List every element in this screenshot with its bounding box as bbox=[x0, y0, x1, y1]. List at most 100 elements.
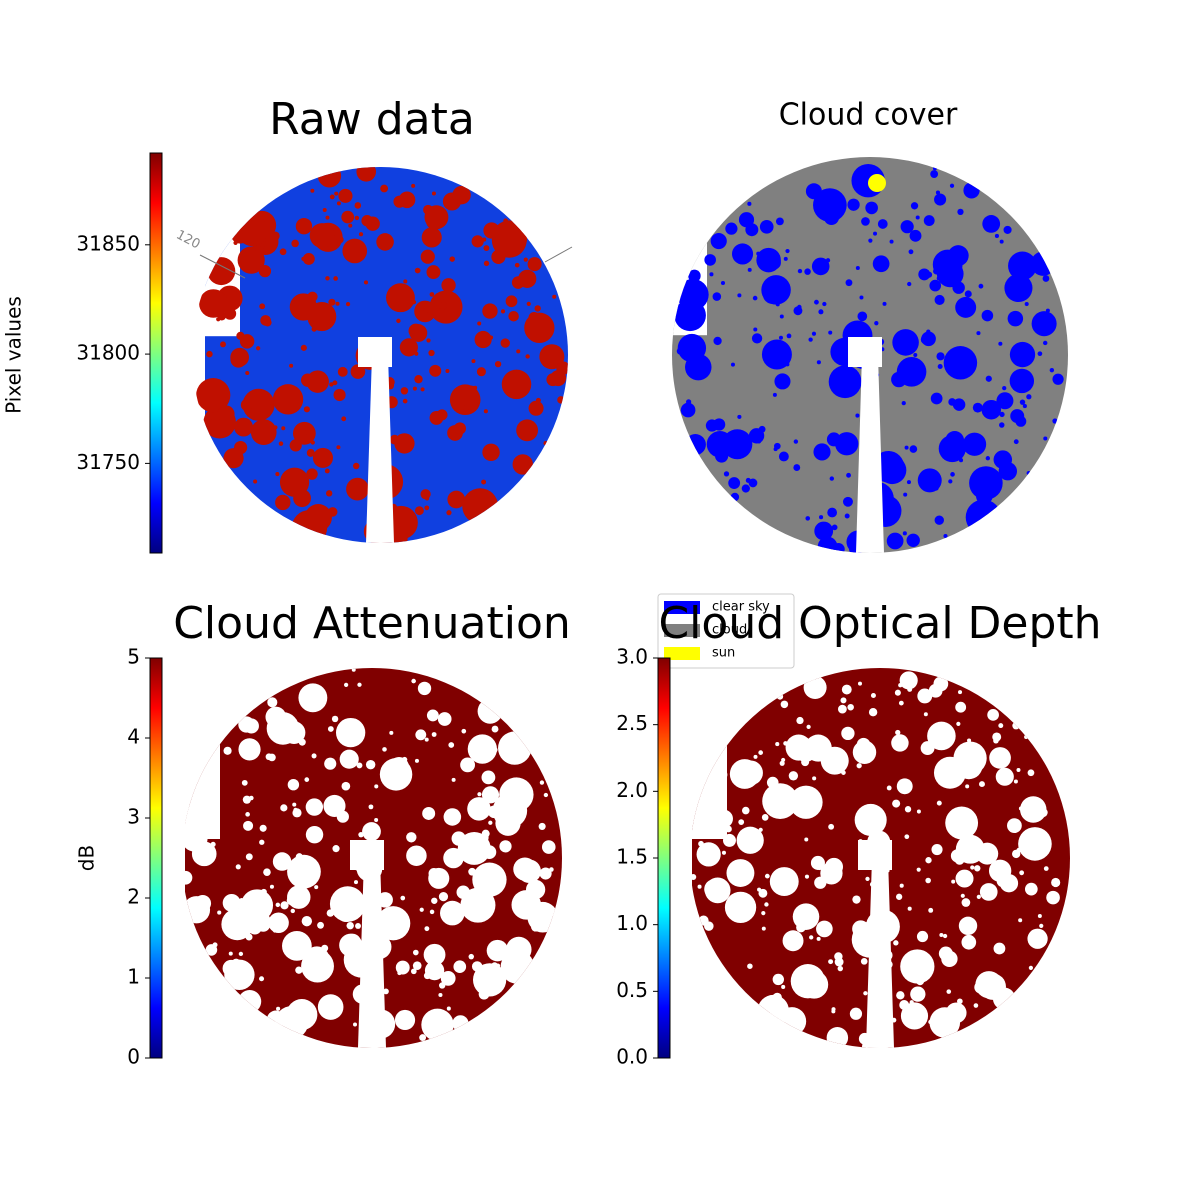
cloud-gap bbox=[379, 758, 413, 791]
cloud-gap bbox=[720, 280, 726, 286]
cloud-gap bbox=[374, 784, 379, 789]
cloud-gap bbox=[991, 873, 996, 878]
cloud-gap bbox=[424, 505, 430, 511]
cloud-gap bbox=[921, 331, 936, 347]
cloud-gap bbox=[245, 910, 252, 917]
cloud-gap bbox=[989, 747, 1011, 769]
cloud-gap bbox=[918, 268, 931, 281]
cloud-gap bbox=[324, 757, 337, 770]
cloud-gap bbox=[467, 797, 491, 821]
cloud-gap bbox=[279, 248, 287, 256]
cloud-gap bbox=[777, 1007, 807, 1036]
cloud-gap bbox=[1002, 386, 1007, 391]
cloud-gap bbox=[423, 943, 446, 966]
cloud-gap bbox=[441, 412, 448, 419]
cloud-gap bbox=[438, 992, 443, 998]
cloud-gap bbox=[854, 803, 887, 836]
cloud-gap bbox=[481, 479, 487, 485]
cloud-gap bbox=[289, 439, 302, 452]
cloud-gap bbox=[902, 531, 907, 536]
cloud-gap bbox=[804, 903, 810, 909]
cloud-gap bbox=[336, 445, 341, 450]
cloud-gap bbox=[945, 1002, 967, 1024]
cloud-gap bbox=[752, 295, 758, 301]
cloud-gap bbox=[934, 294, 945, 305]
cloud-gap bbox=[868, 708, 878, 717]
cloud-gap bbox=[424, 960, 445, 981]
cloud-gap bbox=[235, 864, 241, 870]
cloud-gap bbox=[344, 682, 349, 687]
cloud-gap bbox=[275, 472, 280, 477]
cloud-gap bbox=[996, 392, 1014, 410]
cloud-gap bbox=[516, 349, 521, 354]
cloud-gap bbox=[731, 243, 754, 265]
cloud-gap bbox=[945, 806, 979, 840]
cloud-gap bbox=[486, 939, 509, 962]
cloud-gap bbox=[394, 1009, 416, 1031]
cloud-gap bbox=[852, 920, 870, 938]
cloud-gap bbox=[1024, 734, 1029, 739]
cloud-gap bbox=[674, 299, 706, 332]
cloud-gap bbox=[428, 868, 440, 879]
cloud-gap bbox=[309, 320, 315, 325]
cloud-gap bbox=[1009, 368, 1035, 394]
cloud-gap bbox=[237, 246, 265, 274]
cloud-gap bbox=[829, 476, 835, 481]
cloud-gap bbox=[523, 257, 528, 262]
cloud-gap bbox=[764, 902, 769, 907]
cloud-gap bbox=[531, 922, 541, 932]
cloud-gap bbox=[440, 900, 465, 926]
colorbar-tick-label: 31850 bbox=[76, 231, 140, 255]
cloud-gap bbox=[788, 737, 804, 753]
cloud-gap bbox=[314, 885, 319, 890]
panel-title: Cloud cover bbox=[779, 98, 958, 133]
cloud-gap bbox=[462, 404, 469, 411]
cloud-gap bbox=[491, 725, 499, 733]
cloud-gap bbox=[685, 353, 712, 381]
cloud-gap bbox=[728, 477, 741, 489]
cloud-gap bbox=[363, 280, 369, 285]
cloud-gap bbox=[1007, 310, 1024, 327]
cloud-gap bbox=[311, 753, 317, 759]
cloud-gap bbox=[376, 233, 394, 251]
cloud-gap bbox=[346, 921, 354, 930]
cloud-gap bbox=[993, 738, 999, 744]
cloud-gap bbox=[238, 989, 262, 1014]
cloud-gap bbox=[949, 183, 955, 188]
cloud-gap bbox=[1009, 341, 1036, 368]
cloud-gap bbox=[772, 392, 777, 397]
cloud-gap bbox=[383, 988, 389, 995]
cloud-gap bbox=[412, 961, 422, 971]
cloud-gap bbox=[835, 382, 843, 389]
cloud-gap bbox=[730, 492, 740, 502]
cloud-gap bbox=[1027, 928, 1048, 949]
cloud-gap bbox=[382, 747, 387, 752]
cloud-gap bbox=[349, 741, 354, 746]
cloud-gap bbox=[473, 385, 478, 390]
cloud-gap bbox=[376, 906, 411, 941]
mast bbox=[366, 355, 394, 543]
cloud-gap bbox=[410, 968, 417, 975]
cloud-gap bbox=[841, 684, 852, 695]
cloud-gap bbox=[855, 266, 860, 271]
cloud-gap bbox=[778, 335, 783, 340]
cloud-gap bbox=[333, 388, 346, 402]
cloud-gap bbox=[999, 411, 1005, 418]
cloud-gap bbox=[245, 812, 250, 817]
cloud-gap bbox=[908, 249, 914, 255]
cloud-gap bbox=[543, 792, 549, 798]
cloud-gap bbox=[431, 191, 436, 196]
cloud-gap bbox=[214, 828, 219, 834]
cloud-gap bbox=[943, 346, 978, 380]
cloud-gap bbox=[930, 392, 943, 405]
cloud-gap bbox=[348, 223, 353, 228]
cloud-gap bbox=[431, 897, 438, 904]
colorbar bbox=[657, 657, 671, 1059]
mast bbox=[866, 858, 894, 1048]
cloud-gap bbox=[899, 1000, 910, 1010]
cloud-gap bbox=[1031, 311, 1057, 337]
cloud-gap bbox=[690, 873, 697, 880]
cloud-gap bbox=[962, 348, 967, 353]
cloud-gap bbox=[388, 927, 397, 936]
cloud-gap bbox=[540, 902, 546, 908]
